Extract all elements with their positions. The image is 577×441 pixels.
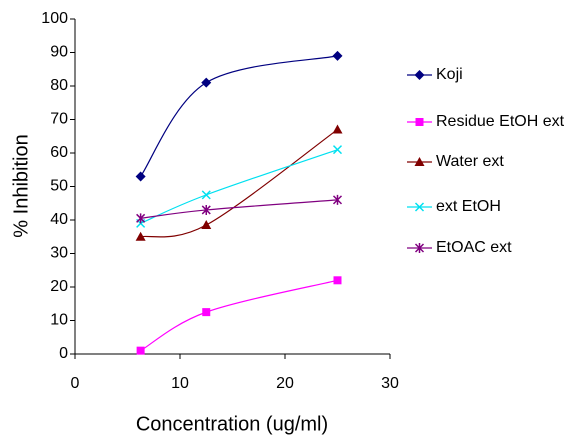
marker <box>333 276 342 285</box>
marker <box>332 194 343 205</box>
y-tick-label: 70 <box>50 111 68 128</box>
series-line <box>140 199 338 219</box>
legend-label: Koji <box>436 66 463 83</box>
y-tick-label: 50 <box>50 178 68 195</box>
y-tick-label: 20 <box>50 278 68 295</box>
marker <box>415 118 424 126</box>
marker <box>332 124 343 134</box>
legend-label: EtOAC ext <box>436 239 512 256</box>
marker <box>414 243 425 253</box>
series-line <box>140 55 338 177</box>
marker <box>135 171 146 182</box>
marker <box>201 220 212 230</box>
series-line <box>140 129 338 238</box>
y-axis-title: % Inhibition <box>10 134 32 237</box>
legend-label: Residue EtOH ext <box>436 113 565 130</box>
y-tick-label: 10 <box>50 312 68 329</box>
marker <box>136 213 146 224</box>
legend-label: ext EtOH <box>436 198 501 215</box>
marker <box>201 190 211 200</box>
marker <box>332 145 343 155</box>
marker <box>414 202 425 212</box>
y-tick-label: 100 <box>41 10 68 27</box>
marker <box>414 70 425 80</box>
y-tick-label: 30 <box>50 245 68 262</box>
marker <box>201 204 211 215</box>
marker <box>332 50 343 61</box>
y-tick-label: 60 <box>50 144 68 161</box>
y-tick-label: 80 <box>50 77 68 94</box>
x-tick-label: 10 <box>171 375 189 392</box>
x-tick-label: 0 <box>71 375 80 392</box>
series-line <box>140 279 338 352</box>
y-tick-label: 0 <box>59 345 68 362</box>
marker <box>201 77 212 88</box>
series-line <box>140 149 338 224</box>
marker <box>135 231 146 241</box>
y-tick-label: 40 <box>50 211 68 228</box>
marker <box>136 346 145 355</box>
x-tick-label: 20 <box>276 375 294 392</box>
marker <box>414 157 425 166</box>
legend-label: Water ext <box>436 153 504 170</box>
marker <box>202 308 211 317</box>
y-tick-label: 90 <box>50 44 68 61</box>
x-axis-title: Concentration (ug/ml) <box>136 413 328 435</box>
x-tick-label: 30 <box>381 375 399 392</box>
